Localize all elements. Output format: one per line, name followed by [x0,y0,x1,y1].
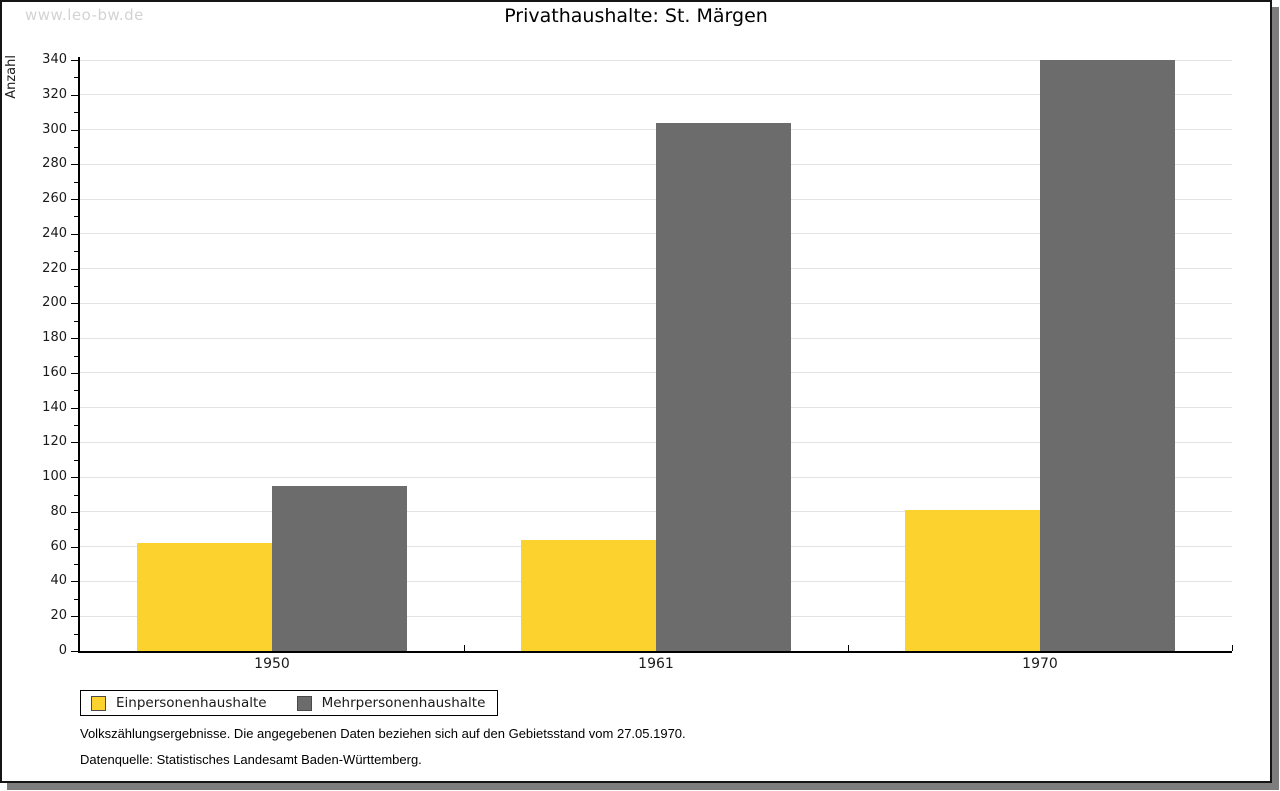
y-tick-label: 0 [58,643,67,658]
y-tick-label: 260 [42,191,67,207]
y-tick-minor [74,529,78,531]
y-axis-line [78,57,80,653]
y-tick-label: 40 [50,573,67,589]
legend-label: Mehrpersonenhaushalte [321,695,486,711]
plot-area: 0 20 40 60 80 100 120 140 160 180 200 220 240 260 280 3… [2,2,1270,781]
bar-Mehrpersonenhaushalte-1970 [1040,60,1175,651]
legend-item: Mehrpersonenhaushalte [296,695,486,711]
y-tick-major [71,129,78,131]
legend: Einpersonenhaushalte Mehrpersonenhaushalt… [80,690,499,716]
x-tick [464,645,465,651]
footer-note: Volkszählungsergebnisse. Die angegebenen… [80,726,686,741]
gridline [80,59,1232,61]
y-tick-minor [74,320,78,322]
y-tick-label: 180 [42,330,67,346]
y-tick-major [71,268,78,270]
y-tick-label: 340 [42,52,67,67]
y-tick-minor [74,425,78,427]
y-tick-label: 160 [42,364,67,380]
bar-Mehrpersonenhaushalte-1950 [272,486,407,651]
y-tick-major [71,372,78,374]
y-tick-minor [74,459,78,461]
y-tick-minor [74,355,78,357]
y-tick-major [71,616,78,618]
y-tick-minor [74,285,78,287]
footer-source: Datenquelle: Statistisches Landesamt Bad… [80,752,422,767]
y-tick-label: 300 [42,121,67,137]
y-tick-label: 140 [42,399,67,415]
legend-swatch [91,695,106,711]
y-tick-minor [74,146,78,148]
y-tick-major [71,164,78,166]
y-tick-major [71,338,78,340]
y-tick-label: 80 [50,503,67,519]
y-tick-major [71,407,78,409]
bar-Einpersonenhaushalte-1970 [905,510,1040,651]
y-tick-major [71,477,78,479]
y-tick-major [71,199,78,201]
bar-Einpersonenhaushalte-1950 [137,543,272,651]
y-tick-major [71,60,78,61]
x-category-label: 1961 [638,656,674,672]
y-tick-minor [74,216,78,218]
y-tick-major [71,546,78,548]
y-tick-minor [74,390,78,392]
x-axis-line [78,651,1232,653]
bar-Einpersonenhaushalte-1961 [521,540,656,651]
gridline [80,94,1232,96]
y-tick-label: 220 [42,260,67,276]
y-tick-label: 20 [50,608,67,624]
y-tick-label: 100 [42,469,67,485]
x-category-label: 1950 [254,656,290,672]
legend-label: Einpersonenhaushalte [116,695,267,711]
y-tick-major [71,442,78,444]
y-tick-label: 240 [42,225,67,241]
y-tick-label: 120 [42,434,67,450]
y-tick-major [71,581,78,583]
y-tick-label: 60 [50,538,67,554]
y-tick-major [71,651,78,652]
y-tick-minor [74,181,78,183]
y-tick-major [71,94,78,96]
y-tick-major [71,303,78,305]
y-tick-label: 280 [42,156,67,172]
y-tick-label: 200 [42,295,67,311]
y-tick-minor [74,633,78,635]
legend-swatch [296,695,312,711]
y-tick-minor [74,598,78,600]
legend-item: Einpersonenhaushalte [91,695,267,711]
y-tick-label: 320 [42,86,67,102]
y-tick-minor [74,112,78,114]
y-tick-major [71,511,78,513]
y-tick-minor [74,564,78,566]
x-category-label: 1970 [1022,656,1058,672]
watermark: www.leo-bw.de [25,6,144,24]
chart-title: Privathaushalte: St. Märgen [504,5,768,27]
bar-Mehrpersonenhaushalte-1961 [656,123,791,651]
y-tick-major [71,233,78,235]
x-tick [848,645,849,651]
y-tick-minor [74,77,78,79]
x-tick [1232,645,1233,651]
y-tick-minor [74,251,78,253]
y-tick-minor [74,494,78,496]
